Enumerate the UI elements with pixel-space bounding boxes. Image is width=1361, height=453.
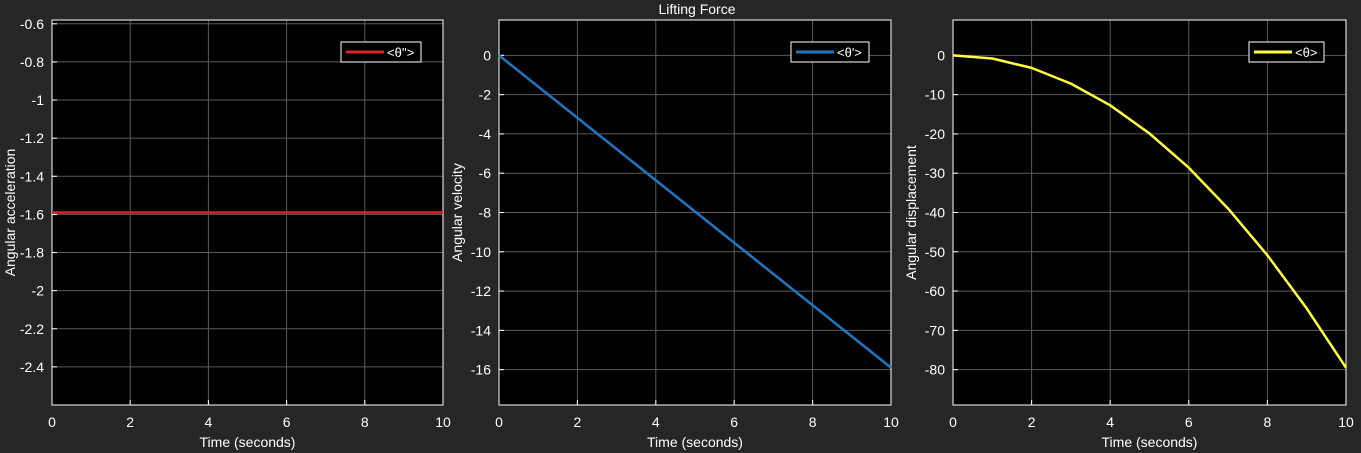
x-tick-label: 0: [949, 414, 957, 430]
subplot-2: 0 2 4 6 8 10 -16 -14 -12 -10 -8 -6 -4 -2 0 Time (second…: [449, 19, 899, 450]
y-tick-label: -30: [925, 165, 945, 181]
grid: [51, 20, 444, 405]
y-tick-label: -1.2: [20, 130, 44, 146]
x-tick-label: 6: [730, 414, 738, 430]
subplot-3: 0 2 4 6 8 10 -80 -70 -60 -50 -40 -30 -20 -10 0 Time (se…: [903, 19, 1354, 450]
y-tick-label: -14: [471, 322, 491, 338]
y-tick-label: -8: [479, 205, 492, 221]
x-tick-label: 10: [435, 414, 451, 430]
y-tick-label: -16: [471, 362, 491, 378]
series-line: [498, 54, 892, 369]
y-tick-label: -1.8: [20, 245, 44, 261]
legend: <θ''>: [340, 41, 422, 63]
y-tick-label: -60: [925, 283, 945, 299]
y-tick-label: -1: [32, 92, 45, 108]
legend-label: <θ'>: [837, 45, 862, 60]
x-tick-label: 4: [205, 414, 213, 430]
y-tick-label: -6: [479, 165, 492, 181]
x-tick-label: 2: [126, 414, 134, 430]
y-axis-label: Angular displacement: [903, 145, 919, 280]
x-tick-label: 0: [495, 414, 503, 430]
y-tick-label: -1.4: [20, 168, 44, 184]
x-axis-label: Time (seconds): [200, 434, 296, 450]
y-tick-label: -50: [925, 244, 945, 260]
y-tick-label: -10: [925, 87, 945, 103]
x-tick-label: 8: [809, 414, 817, 430]
x-axis-label: Time (seconds): [647, 434, 743, 450]
x-tick-label: 8: [361, 414, 369, 430]
y-axis-label: Angular acceleration: [2, 149, 18, 277]
y-tick-label: -20: [925, 126, 945, 142]
y-tick-label: 0: [937, 47, 945, 63]
y-tick-label: -2.2: [20, 321, 44, 337]
plots-container: 0 2 4 6 8 10 -2.4 -2.2 -2 -1.8 -1.6 -1.4 -1.2 -1 -0.8 -…: [2, 16, 1354, 450]
x-tick-label: 10: [883, 414, 899, 430]
legend-label: <θ>: [1295, 45, 1317, 60]
y-tick-label: -2.4: [20, 359, 44, 375]
legend: <θ>: [1248, 41, 1325, 63]
y-tick-label: -2: [32, 283, 45, 299]
legend-label: <θ''>: [387, 45, 414, 60]
y-tick-label: -70: [925, 322, 945, 338]
x-tick-label: 2: [574, 414, 582, 430]
x-tick-label: 6: [1185, 414, 1193, 430]
x-tick-label: 10: [1338, 414, 1354, 430]
x-tick-label: 8: [1264, 414, 1272, 430]
y-tick-label: -0.8: [20, 54, 44, 70]
y-tick-label: -80: [925, 362, 945, 378]
y-tick-label: -0.6: [20, 16, 44, 32]
series-line: [952, 54, 1348, 369]
x-tick-label: 4: [652, 414, 660, 430]
y-tick-label: -12: [471, 283, 491, 299]
y-tick-label: -4: [479, 126, 492, 142]
y-tick-label: 0: [483, 47, 491, 63]
x-tick-label: 0: [48, 414, 56, 430]
x-tick-label: 6: [283, 414, 291, 430]
legend: <θ'>: [790, 41, 870, 63]
y-tick-label: -10: [471, 244, 491, 260]
x-tick-label: 2: [1028, 414, 1036, 430]
x-tick-label: 4: [1106, 414, 1114, 430]
y-tick-label: -2: [479, 87, 492, 103]
figure-title: Lifting Force: [658, 1, 735, 17]
y-tick-label: -1.6: [20, 206, 44, 222]
x-axis-label: Time (seconds): [1102, 434, 1198, 450]
subplot-1: 0 2 4 6 8 10 -2.4 -2.2 -2 -1.8 -1.6 -1.4 -1.2 -1 -0.8 -…: [2, 16, 451, 450]
y-tick-label: -40: [925, 205, 945, 221]
y-axis-label: Angular velocity: [449, 163, 465, 262]
